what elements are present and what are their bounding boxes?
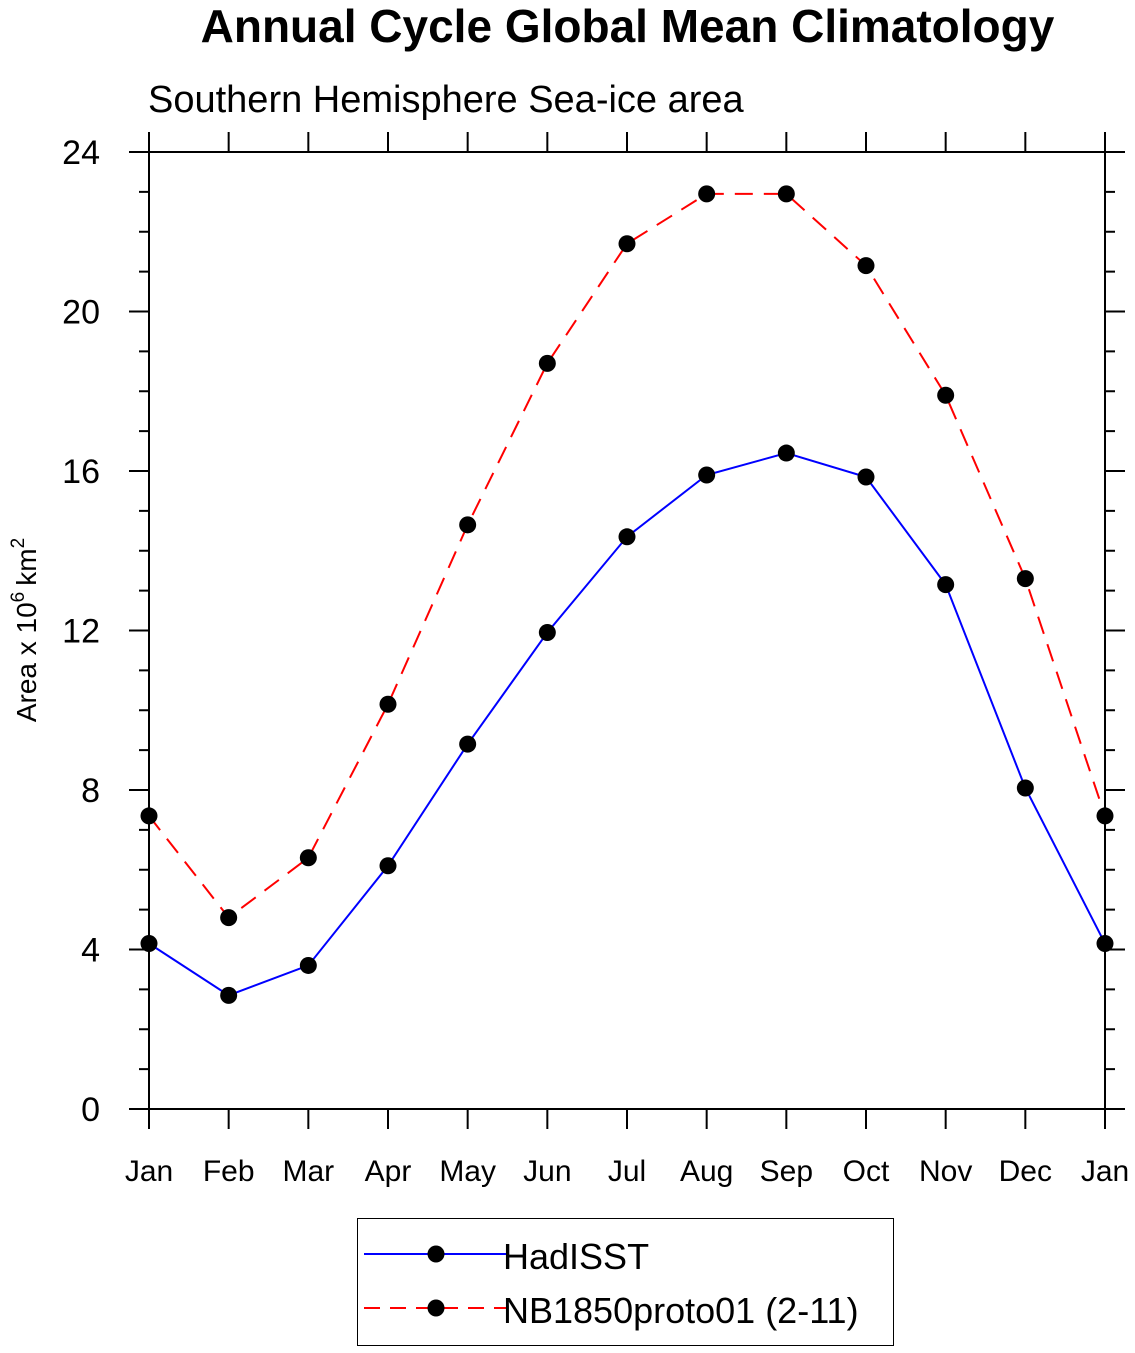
- legend-line-hadisst: [364, 1245, 507, 1263]
- data-point-series-0: [1016, 779, 1034, 797]
- data-point-series-0: [1096, 935, 1114, 953]
- chart-subtitle: Southern Hemisphere Sea-ice area: [148, 79, 744, 121]
- y-axis-label: Area x 106 km2: [8, 538, 42, 722]
- y-tick-label: 4: [81, 932, 100, 970]
- data-point-series-1: [618, 235, 636, 253]
- legend: HadISST NB1850proto01 (2-11): [357, 1218, 894, 1346]
- chart-plot: 0 4 8 12 16 20 24 Jan Feb Mar Apr May Jun Jul Aug Sep Oc…: [8, 132, 1129, 1188]
- y-tick-label: 12: [62, 613, 100, 651]
- y-axis-label-unit: km: [11, 548, 42, 585]
- x-tick-label: Dec: [999, 1155, 1052, 1188]
- data-point-series-0: [538, 623, 556, 641]
- x-tick-label: Apr: [365, 1155, 412, 1188]
- x-tick-label: Sep: [760, 1155, 813, 1188]
- y-axis-label-unit-exponent: 2: [8, 538, 29, 549]
- y-tick-label: 24: [62, 134, 100, 172]
- x-tick-label: Mar: [282, 1155, 334, 1188]
- data-point-series-1: [299, 849, 317, 867]
- data-point-series-0: [618, 528, 636, 546]
- y-tick-label: 8: [81, 772, 100, 810]
- data-point-series-1: [459, 516, 477, 534]
- x-tick-label: Jul: [608, 1155, 646, 1188]
- legend-item-hadisst: HadISST: [358, 1231, 893, 1281]
- legend-label-nb1850proto01: NB1850proto01 (2-11): [503, 1290, 859, 1331]
- legend-line-nb1850proto01: [364, 1299, 507, 1317]
- data-point-series-0: [857, 468, 875, 486]
- data-point-series-1: [379, 695, 397, 713]
- plot-frame: [148, 151, 1106, 1110]
- data-point-series-0: [459, 735, 477, 753]
- y-axis-label-exponent: 6: [8, 592, 29, 603]
- y-tick-label: 16: [62, 453, 100, 491]
- data-point-series-0: [698, 466, 716, 484]
- data-point-series-0: [140, 935, 158, 953]
- x-tick-label: Nov: [919, 1155, 972, 1188]
- data-point-series-1: [1016, 570, 1034, 588]
- data-point-series-0: [777, 444, 795, 462]
- x-tick-label: Jun: [523, 1155, 571, 1188]
- legend-item-nb1850proto01: NB1850proto01 (2-11): [358, 1285, 893, 1335]
- x-tick-label: May: [439, 1155, 496, 1188]
- data-point-series-1: [857, 257, 875, 275]
- data-point-series-1: [140, 807, 158, 825]
- data-point-series-1: [937, 386, 955, 404]
- x-tick-label: Jan: [125, 1155, 173, 1188]
- data-point-series-1: [698, 185, 716, 203]
- data-point-series-1: [777, 185, 795, 203]
- y-tick-label: 20: [62, 294, 100, 332]
- data-point-series-0: [379, 857, 397, 875]
- y-axis-label-text: Area x 10: [11, 602, 42, 722]
- data-point-series-1: [538, 354, 556, 372]
- data-point-series-0: [220, 986, 238, 1004]
- data-point-series-1: [220, 909, 238, 927]
- x-tick-label: Oct: [843, 1155, 890, 1188]
- data-point-series-0: [937, 576, 955, 594]
- data-point-series-0: [299, 956, 317, 974]
- x-tick-label: Jan: [1081, 1155, 1129, 1188]
- data-point-series-1: [1096, 807, 1114, 825]
- x-tick-label: Feb: [203, 1155, 255, 1188]
- legend-label-hadisst: HadISST: [503, 1236, 650, 1277]
- chart-title: Annual Cycle Global Mean Climatology: [200, 0, 1055, 52]
- x-tick-label: Aug: [680, 1155, 733, 1188]
- y-tick-label: 0: [81, 1091, 100, 1129]
- series-line-1: [148, 192, 1106, 919]
